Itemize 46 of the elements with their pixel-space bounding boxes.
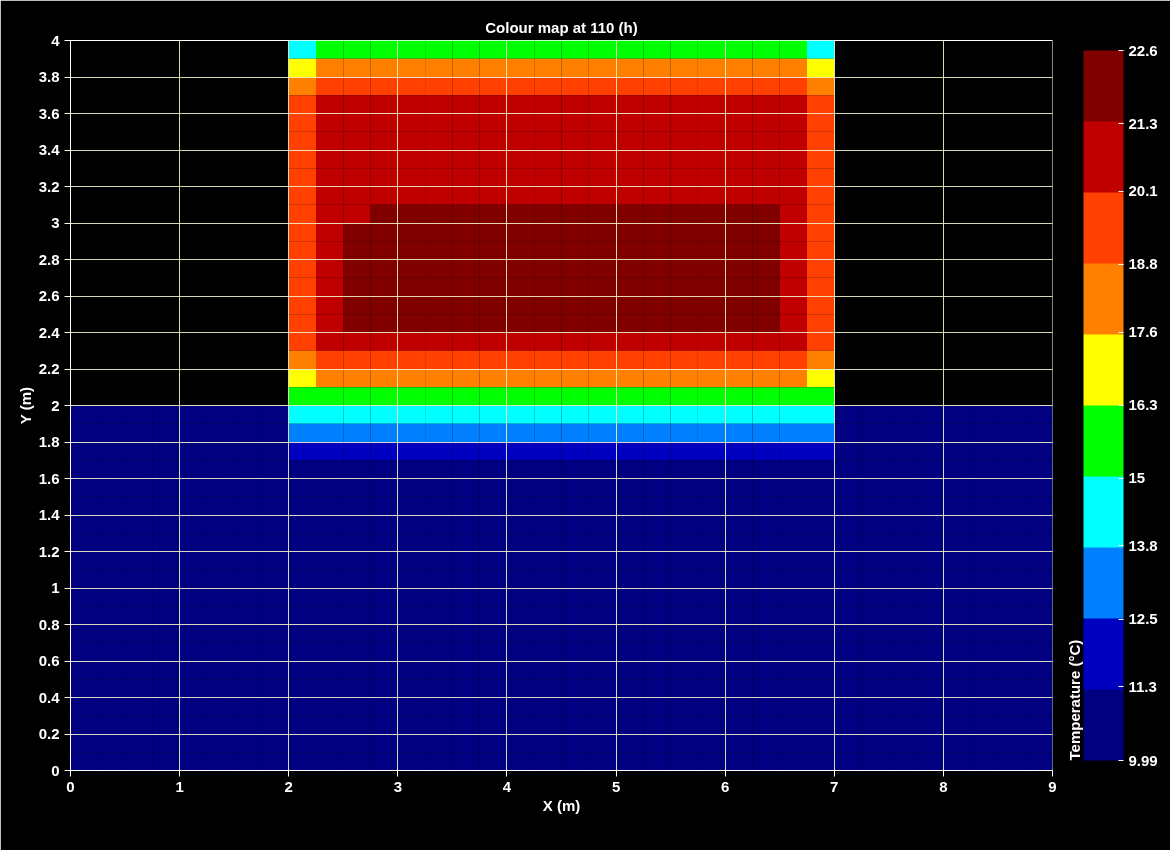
y-tick-label: 1.6 — [38, 469, 60, 487]
color-bar-title: Temperature (°C) — [1065, 639, 1083, 761]
y-tick-label: 2.2 — [38, 360, 60, 377]
color-bar-label: 12.5 — [1128, 610, 1158, 628]
y-tick-label: 2.8 — [38, 250, 60, 268]
y-tick-label: 0.4 — [38, 688, 61, 706]
color-bar-label: 20.1 — [1128, 182, 1158, 200]
x-tick-label: 7 — [830, 777, 839, 795]
x-tick-label: 1 — [175, 777, 184, 795]
chart-title: Colour map at 110 (h) — [485, 18, 638, 36]
x-axis-title: X (m) — [542, 796, 581, 814]
y-tick-label: 3.8 — [38, 68, 60, 85]
x-tick-label: 4 — [502, 777, 512, 795]
x-tick-label: 6 — [721, 777, 730, 795]
x-tick-label: 2 — [284, 777, 293, 795]
x-tick-label: 8 — [939, 777, 948, 795]
y-axis-title: Y (m) — [16, 387, 34, 425]
y-tick-label: 1 — [51, 579, 60, 596]
y-tick-label: 1.8 — [38, 433, 60, 450]
x-tick-label: 3 — [393, 777, 403, 795]
color-bar-label: 22.6 — [1128, 41, 1158, 59]
y-tick-label: 0.6 — [38, 652, 60, 669]
y-tick-label: 2.4 — [38, 323, 61, 341]
color-bar-label: 21.3 — [1128, 114, 1158, 132]
color-bar-label: 17.6 — [1128, 323, 1158, 341]
color-bar-label: 13.8 — [1128, 536, 1158, 554]
y-tick-label: 0.2 — [38, 725, 60, 742]
y-tick-label: 3.6 — [38, 104, 60, 122]
y-tick-label: 3.4 — [38, 141, 61, 158]
y-tick-label: 4 — [51, 31, 61, 49]
y-tick-label: 2.6 — [38, 287, 60, 304]
color-bar-label: 15 — [1128, 469, 1146, 487]
x-tick-label: 5 — [611, 777, 621, 795]
color-bar-label: 18.8 — [1128, 255, 1158, 273]
y-tick-label: 1.2 — [38, 542, 60, 560]
y-tick-label: 3 — [51, 214, 60, 231]
y-tick-label: 0.8 — [38, 615, 60, 633]
color-bar-label: 9.99 — [1128, 751, 1158, 769]
y-tick-label: 1.4 — [38, 506, 61, 523]
color-bar-label: 16.3 — [1128, 396, 1158, 414]
y-tick-label: 2 — [51, 396, 60, 414]
x-tick-label: 9 — [1048, 777, 1057, 795]
y-tick-label: 3.2 — [38, 177, 60, 195]
x-tick-label: 0 — [66, 777, 75, 795]
y-tick-label: 0 — [51, 761, 60, 779]
color-bar-label: 11.3 — [1128, 677, 1157, 695]
